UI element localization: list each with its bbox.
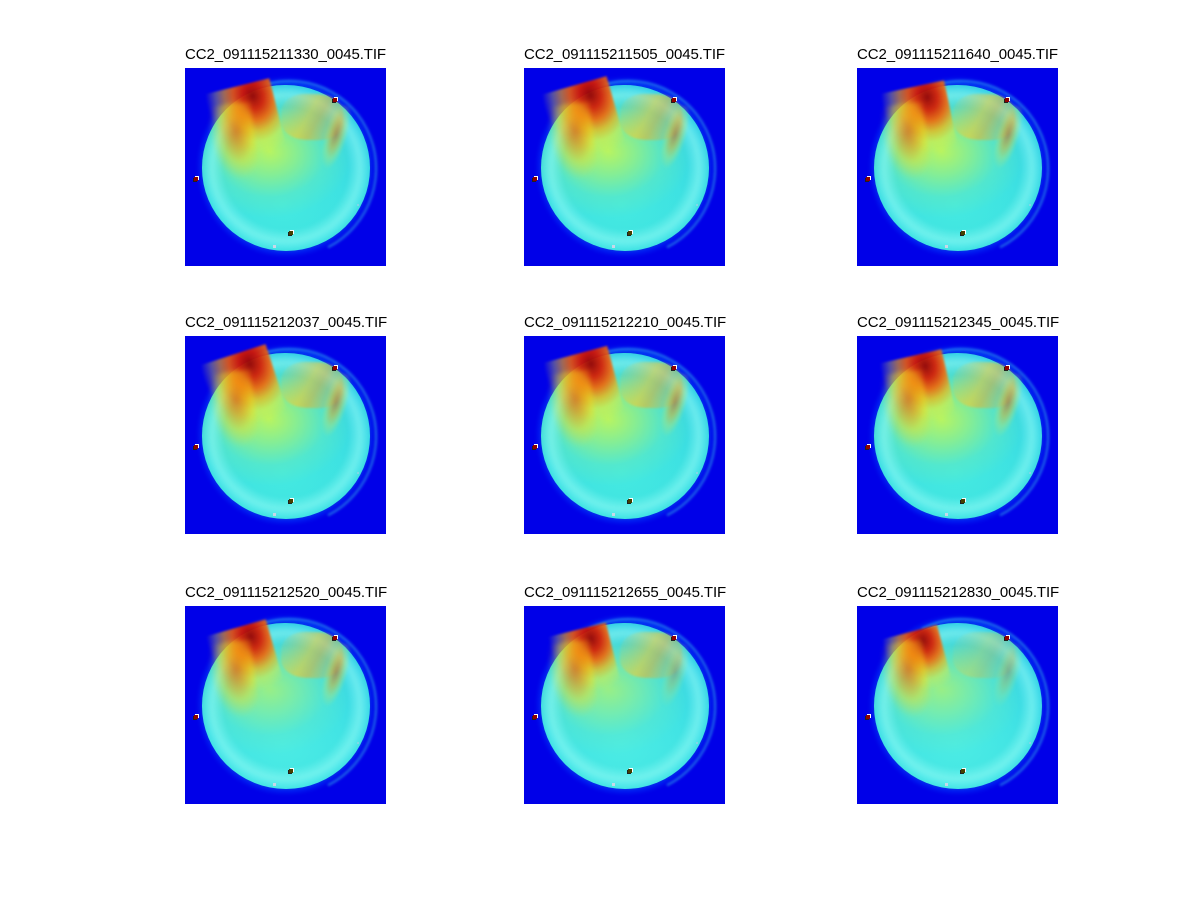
thermal-image-axes	[857, 336, 1058, 534]
subplot-panel: CC2_091115212520_0045.TIF	[185, 584, 388, 804]
wafer-thermal-image	[185, 606, 386, 804]
marker-right-small	[357, 472, 359, 474]
marker-right-small	[1029, 204, 1031, 206]
subplot-panel: CC2_091115211505_0045.TIF	[524, 47, 725, 266]
panel-title: CC2_091115212520_0045.TIF	[185, 584, 388, 601]
marker-bottom-lower	[273, 513, 276, 516]
wafer-thermal-image	[524, 68, 725, 266]
marker-left	[194, 715, 198, 719]
subplot-panel: CC2_091115212655_0045.TIF	[524, 584, 727, 804]
subplot-panel: CC2_091115212345_0045.TIF	[857, 314, 1060, 534]
marker-bottom-lower	[945, 783, 948, 786]
marker-bottom-lower	[273, 245, 276, 248]
marker-bottom	[628, 231, 632, 235]
thermal-image-axes	[524, 336, 725, 534]
wafer-thermal-image	[857, 336, 1058, 534]
panel-title: CC2_091115211640_0045.TIF	[857, 46, 1058, 63]
marker-bottom	[961, 769, 965, 773]
marker-top-right	[1005, 366, 1009, 370]
marker-left	[866, 177, 870, 181]
marker-bottom-lower	[945, 513, 948, 516]
subplot-panel: CC2_091115211640_0045.TIF	[857, 47, 1058, 266]
marker-right-small	[357, 204, 359, 206]
thermal-image-axes	[185, 336, 386, 534]
marker-bottom-lower	[612, 783, 615, 786]
thermal-image-axes	[857, 68, 1058, 266]
marker-bottom	[289, 231, 293, 235]
marker-bottom	[961, 499, 965, 503]
marker-bottom-lower	[273, 783, 276, 786]
panel-title: CC2_091115212830_0045.TIF	[857, 584, 1060, 601]
wafer-thermal-image	[185, 68, 386, 266]
subplot-panel: CC2_091115212037_0045.TIF	[185, 314, 388, 534]
marker-bottom	[961, 231, 965, 235]
marker-right-small	[696, 742, 698, 744]
subplot-panel: CC2_091115211330_0045.TIF	[185, 47, 386, 266]
marker-top-right	[1005, 636, 1009, 640]
panel-title: CC2_091115211330_0045.TIF	[185, 46, 386, 63]
marker-bottom-lower	[612, 245, 615, 248]
subplot-panel: CC2_091115212830_0045.TIF	[857, 584, 1060, 804]
marker-right-small	[1029, 472, 1031, 474]
marker-top-right	[672, 366, 676, 370]
marker-left	[866, 445, 870, 449]
marker-top-right	[333, 366, 337, 370]
marker-right-small	[696, 204, 698, 206]
marker-bottom-lower	[945, 245, 948, 248]
marker-bottom	[289, 499, 293, 503]
marker-bottom	[628, 769, 632, 773]
thermal-image-axes	[524, 606, 725, 804]
panel-title: CC2_091115212655_0045.TIF	[524, 584, 727, 601]
wafer-thermal-image	[857, 68, 1058, 266]
marker-top-right	[672, 98, 676, 102]
marker-top-right	[333, 98, 337, 102]
marker-left	[533, 445, 537, 449]
marker-left	[194, 445, 198, 449]
thermal-image-axes	[185, 68, 386, 266]
marker-left	[866, 715, 870, 719]
wafer-thermal-image	[524, 336, 725, 534]
marker-top-right	[333, 636, 337, 640]
panel-title: CC2_091115212210_0045.TIF	[524, 314, 727, 331]
marker-top-right	[672, 636, 676, 640]
marker-right-small	[1029, 742, 1031, 744]
marker-bottom	[628, 499, 632, 503]
marker-top-right	[1005, 98, 1009, 102]
wafer-thermal-image	[857, 606, 1058, 804]
marker-right-small	[696, 472, 698, 474]
wafer-thermal-image	[185, 336, 386, 534]
subplot-panel: CC2_091115212210_0045.TIF	[524, 314, 727, 534]
marker-left	[533, 715, 537, 719]
panel-title: CC2_091115212345_0045.TIF	[857, 314, 1060, 331]
marker-bottom	[289, 769, 293, 773]
marker-left	[194, 177, 198, 181]
thermal-image-axes	[524, 68, 725, 266]
thermal-image-axes	[185, 606, 386, 804]
marker-bottom-lower	[612, 513, 615, 516]
wafer-thermal-image	[524, 606, 725, 804]
panel-title: CC2_091115212037_0045.TIF	[185, 314, 388, 331]
marker-left	[533, 177, 537, 181]
thermal-image-axes	[857, 606, 1058, 804]
panel-title: CC2_091115211505_0045.TIF	[524, 46, 725, 63]
marker-right-small	[357, 742, 359, 744]
